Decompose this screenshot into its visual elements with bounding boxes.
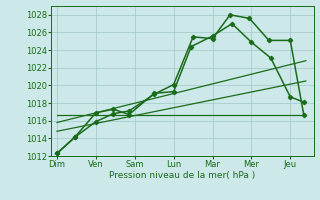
X-axis label: Pression niveau de la mer( hPa ): Pression niveau de la mer( hPa ) bbox=[109, 171, 256, 180]
